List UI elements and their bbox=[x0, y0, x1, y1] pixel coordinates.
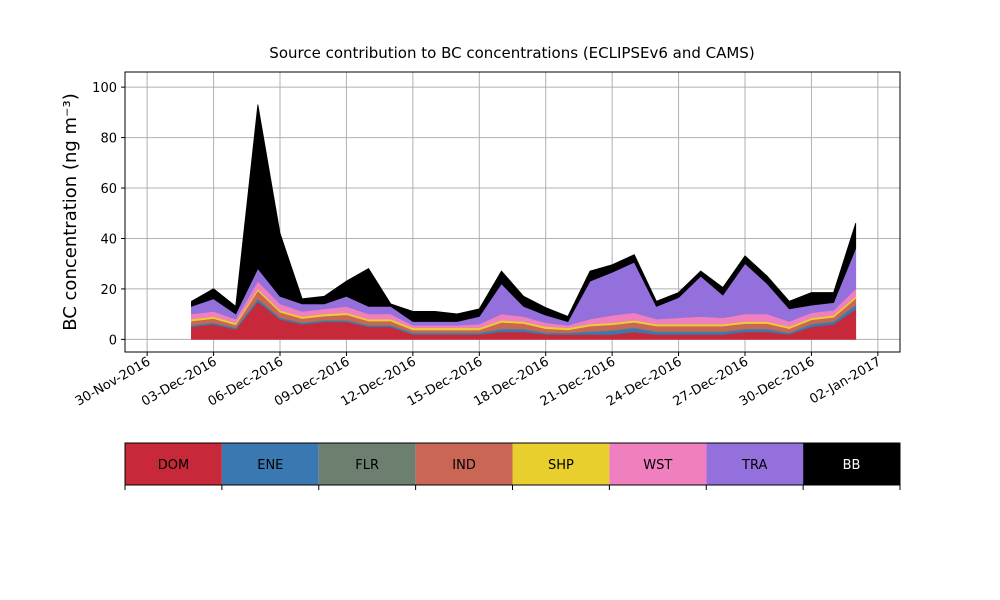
y-tick-label: 40 bbox=[100, 232, 117, 247]
legend-swatch bbox=[125, 443, 222, 485]
y-tick-label: 100 bbox=[92, 81, 117, 96]
legend-label: SHP bbox=[548, 458, 574, 473]
legend-label: WST bbox=[643, 458, 672, 473]
legend-label: IND bbox=[452, 458, 476, 473]
legend-label: TRA bbox=[741, 458, 767, 473]
y-tick-label: 60 bbox=[100, 182, 117, 197]
x-tick-label: 02-Jan-2017 bbox=[807, 354, 884, 407]
legend-swatch bbox=[803, 443, 900, 485]
legend-swatch bbox=[706, 443, 804, 485]
plot-frame bbox=[124, 71, 901, 353]
legend-frame bbox=[124, 442, 901, 486]
legend-swatch bbox=[221, 443, 319, 485]
x-tick-label: 30-Dec-2016 bbox=[737, 354, 817, 409]
legend-swatch bbox=[609, 443, 707, 485]
y-tick-label: 0 bbox=[109, 333, 117, 348]
y-tick-label: 80 bbox=[100, 132, 117, 147]
legend-swatch bbox=[415, 443, 513, 485]
y-tick-label: 20 bbox=[100, 283, 117, 298]
legend-swatch bbox=[318, 443, 416, 485]
legend-label: BB bbox=[843, 458, 861, 473]
area bbox=[191, 104, 857, 322]
y-axis-label: BC concentration (ng m⁻³) bbox=[60, 93, 81, 331]
chart-title: Source contribution to BC concentrations… bbox=[269, 44, 754, 62]
legend-label: ENE bbox=[257, 458, 283, 473]
legend-label: FLR bbox=[355, 458, 379, 473]
legend-label: DOM bbox=[158, 458, 189, 473]
legend-swatch bbox=[512, 443, 610, 485]
